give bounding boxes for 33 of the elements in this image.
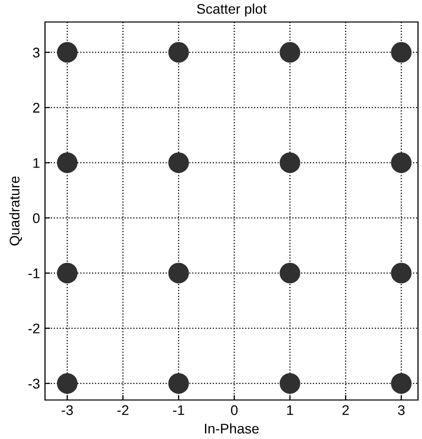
point xyxy=(56,262,78,284)
point xyxy=(391,42,412,63)
point xyxy=(280,42,300,63)
point xyxy=(168,262,189,284)
x-tick-label: 0 xyxy=(230,405,238,416)
y-tick-label: 0 xyxy=(32,213,40,224)
point xyxy=(280,152,300,174)
point xyxy=(280,262,300,284)
x-tick-label: 1 xyxy=(287,405,294,415)
y-tick-label: -1 xyxy=(28,268,40,278)
point xyxy=(56,42,78,63)
x-tick-label: -3 xyxy=(62,405,73,416)
x-tick-label: 2 xyxy=(342,405,349,415)
y-tick-label: -3 xyxy=(28,378,40,389)
point xyxy=(391,262,412,284)
point xyxy=(168,373,189,394)
point xyxy=(391,373,412,394)
y-tick-label: 2 xyxy=(33,102,40,113)
y-axis-title: Quadrature xyxy=(9,176,22,246)
chart-title: Scatter plot xyxy=(197,4,267,17)
x-axis-title: In-Phase xyxy=(204,423,259,434)
y-tick-label: 3 xyxy=(32,48,40,58)
y-tick-label: -2 xyxy=(28,324,40,334)
y-tick-label: 1 xyxy=(33,158,40,168)
x-tick-label: -1 xyxy=(173,405,184,415)
point xyxy=(168,152,189,174)
point xyxy=(391,152,412,174)
x-tick-label: 3 xyxy=(398,405,405,416)
point xyxy=(56,373,78,394)
x-tick-label: -2 xyxy=(117,405,128,415)
point xyxy=(280,373,300,394)
point xyxy=(168,42,189,63)
point xyxy=(56,152,78,174)
